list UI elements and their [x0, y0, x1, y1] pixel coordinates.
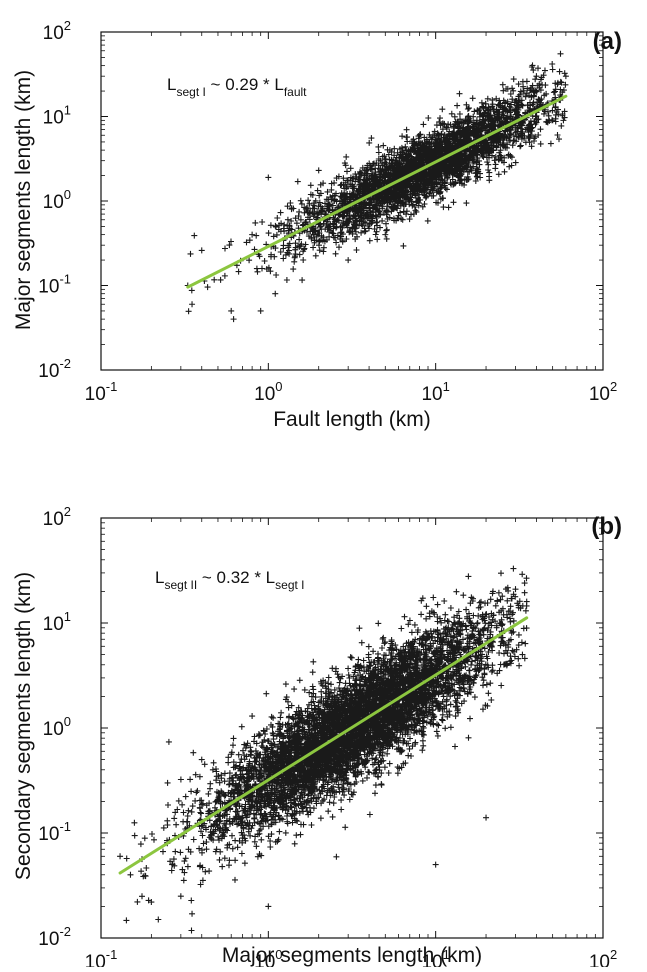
panel-b-fit-line — [118, 616, 529, 875]
panel-a-data-point — [265, 174, 272, 181]
panel-a-fit-annotation: Lsegt I ~ 0.29 * Lfault — [167, 75, 307, 99]
panel-a-y-tick-label: 10-2 — [38, 356, 71, 382]
panel-a-data-point — [533, 73, 540, 80]
panel-a-data-point — [221, 272, 228, 279]
panel-a-y-ticks: 10-2 10-1 100 101 102 — [38, 18, 603, 382]
panel-a-scatter-points — [184, 50, 569, 323]
panel-b-data-point — [164, 779, 171, 786]
panel-a-data-point — [315, 167, 322, 174]
panel-a-y-axis-label: Major segments length (km) — [12, 70, 35, 330]
panel-a-data-point — [294, 178, 301, 185]
panel-b-data-point — [521, 580, 528, 587]
panel-b-y-tick-label: 102 — [43, 504, 71, 530]
panel-a-data-point — [560, 117, 567, 124]
panel-b-fit-annotation: Lsegt II ~ 0.32 * Lsegt I — [155, 568, 305, 592]
panel-b-x-axis-label: Major segments length (km) — [222, 944, 482, 967]
panel-b-scatter-points — [117, 565, 530, 934]
panel-b-x-tick-label: 10-1 — [85, 947, 118, 967]
panel-a-y-tick-label: 102 — [43, 18, 71, 44]
panel-b-data-point — [432, 861, 439, 868]
panel-a-data-point — [189, 301, 196, 308]
panel-a-point-cloud — [185, 50, 569, 315]
panel-b-x-tick-label: 102 — [589, 947, 617, 967]
panel-a-data-point — [230, 316, 237, 323]
panel-b-data-point — [177, 893, 184, 900]
panel-b-data-point — [483, 814, 490, 821]
panel-a-y-tick-label: 100 — [43, 187, 71, 213]
panel-a-data-point — [345, 257, 352, 264]
panel-b-y-tick-label: 10-1 — [38, 819, 71, 845]
panel-b-data-point — [512, 586, 519, 593]
panel-a-label: (a) — [593, 28, 622, 55]
panel-a-x-tick-label: 102 — [589, 379, 617, 405]
panel-a-data-point — [249, 231, 256, 238]
panel-b-data-point — [117, 853, 124, 860]
panel-a-y-tick-label: 101 — [43, 103, 71, 129]
panel-b-data-point — [189, 910, 196, 917]
panel-a-data-point — [257, 307, 264, 314]
panel-a-data-point — [541, 67, 548, 74]
panel-a-fit-line — [186, 94, 568, 289]
panel-b-data-point — [489, 588, 496, 595]
panel-b-data-point — [265, 903, 272, 910]
panel-a-data-point — [556, 68, 563, 75]
panel-b-data-point — [249, 713, 256, 720]
panel-b-y-axis-label: Secondary segments length (km) — [12, 572, 35, 880]
panel-b-data-point — [519, 651, 526, 658]
panel-b-data-point — [155, 916, 162, 923]
panel-b-data-point — [127, 871, 134, 878]
panel-b-y-tick-label: 10-2 — [38, 924, 71, 950]
panel-a-x-ticks: 10-1 100 101 102 — [85, 32, 617, 405]
panel-a-x-axis-label: Fault length (km) — [273, 408, 431, 431]
panel-a-data-point — [562, 73, 569, 80]
panel-b-y-ticks: 10-2 10-1 100 101 102 — [38, 504, 603, 950]
panel-a-data-point — [228, 307, 235, 314]
panel-b-point-cloud — [123, 565, 530, 934]
panel-b-y-tick-label: 100 — [43, 714, 71, 740]
panel-a-data-point — [272, 290, 279, 297]
panel-b: 10-1 100 101 102 10-2 10-1 100 101 102 (b) Lseg… — [12, 504, 622, 972]
panel-b-data-point — [148, 899, 155, 906]
panel-b-label: (b) — [591, 513, 622, 540]
panel-a: 10-1 100 101 102 10-2 10-1 100 101 102 (a) Lseg… — [12, 18, 622, 431]
panel-b-y-tick-label: 101 — [43, 609, 71, 635]
panel-a-y-tick-label: 10-1 — [38, 272, 71, 298]
panel-a-data-point — [549, 66, 556, 73]
panel-a-data-point — [382, 231, 389, 238]
panel-a-x-tick-label: 101 — [421, 379, 449, 405]
panel-b-data-point — [198, 756, 205, 763]
panel-a-x-tick-label: 100 — [254, 379, 282, 405]
panel-a-x-tick-label: 10-1 — [85, 379, 118, 405]
panel-b-data-point — [499, 593, 506, 600]
panel-b-data-point — [523, 598, 530, 605]
panel-a-data-point — [198, 247, 205, 254]
